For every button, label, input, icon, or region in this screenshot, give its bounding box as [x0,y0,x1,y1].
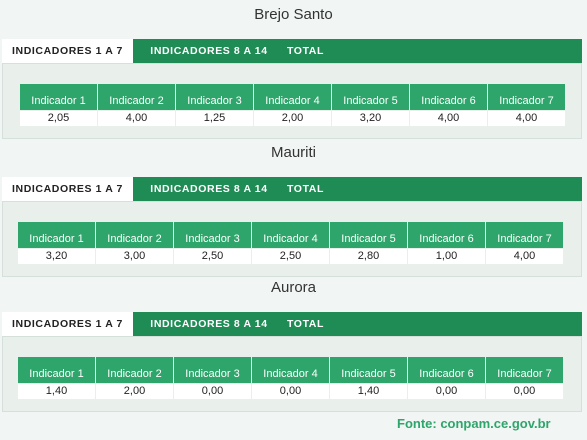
header-cell: Indicador 5 [330,222,407,248]
table: Indicador 1 1,40 Indicador 2 2,00 Indicador … [2,336,582,412]
source-note: Fonte: conpam.ce.gov.br [397,416,551,431]
header-cell: Indicador 1 [18,357,95,383]
panel-title: Mauriti [270,144,316,161]
header-cell: Indicador 4 [254,84,331,110]
header-cell: Indicador 1 [18,222,95,248]
value-cell: 2,05 [20,111,97,126]
header-cell: Indicador 4 [252,222,329,248]
value-cell: 1,00 [408,249,485,264]
table: Indicador 1 2,05 Indicador 2 4,00 Indicador … [2,63,582,139]
tab[interactable]: INDICADORES 8 A 14 [150,45,268,57]
header-cell: Indicador 7 [486,357,563,383]
panel: Brejo Santo INDICADORES 1 A 7 INDICADORES … [0,0,587,140]
panel-title: Brejo Santo [254,6,333,23]
tab[interactable]: INDICADORES 8 A 14 [150,183,268,195]
value-cell: 2,50 [252,249,329,264]
value-cell: 3,20 [18,249,95,264]
value-cell: 1,25 [176,111,253,126]
value-cell: 2,00 [96,384,173,399]
header-cell: Indicador 6 [410,84,487,110]
header-cell: Indicador 7 [486,222,563,248]
tab[interactable]: TOTAL [286,45,325,57]
tab[interactable]: TOTAL [286,318,325,330]
value-cell: 1,40 [330,384,407,399]
value-cell: 2,00 [254,111,331,126]
header-cell: Indicador 3 [174,222,251,248]
header-cell: Indicador 1 [20,84,97,110]
tab[interactable]: INDICADORES 1 A 7 [2,39,133,63]
tab-bar: INDICADORES 1 A 7 INDICADORES 8 A 14 TOTAL [2,177,582,201]
value-cell: 4,00 [98,111,175,126]
panel: Mauriti INDICADORES 1 A 7 INDICADORES 8 A … [0,138,587,278]
header-cell: Indicador 6 [408,222,485,248]
header-cell: Indicador 3 [176,84,253,110]
value-cell: 3,20 [332,111,409,126]
header-cell: Indicador 6 [408,357,485,383]
value-cell: 3,00 [96,249,173,264]
value-cell: 0,00 [252,384,329,399]
value-cell: 0,00 [174,384,251,399]
value-cell: 0,00 [486,384,563,399]
header-cell: Indicador 2 [98,84,175,110]
value-cell: 1,40 [18,384,95,399]
tab[interactable]: TOTAL [286,183,325,195]
value-cell: 2,80 [330,249,407,264]
tab-bar: INDICADORES 1 A 7 INDICADORES 8 A 14 TOTAL [2,39,582,63]
table: Indicador 1 3,20 Indicador 2 3,00 Indicador … [2,201,582,277]
tab[interactable]: INDICADORES 1 A 7 [2,177,133,201]
panel: Aurora INDICADORES 1 A 7 INDICADORES 8 A 1… [0,273,587,413]
value-cell: 4,00 [488,111,565,126]
tab-bar: INDICADORES 1 A 7 INDICADORES 8 A 14 TOTAL [2,312,582,336]
header-cell: Indicador 4 [252,357,329,383]
tab[interactable]: INDICADORES 1 A 7 [2,312,133,336]
header-cell: Indicador 2 [96,357,173,383]
header-cell: Indicador 5 [332,84,409,110]
header-cell: Indicador 3 [174,357,251,383]
header-cell: Indicador 5 [330,357,407,383]
header-cell: Indicador 2 [96,222,173,248]
value-cell: 4,00 [410,111,487,126]
panel-title: Aurora [270,279,317,296]
value-cell: 0,00 [408,384,485,399]
header-cell: Indicador 7 [488,84,565,110]
tab[interactable]: INDICADORES 8 A 14 [150,318,268,330]
value-cell: 2,50 [174,249,251,264]
value-cell: 4,00 [486,249,563,264]
